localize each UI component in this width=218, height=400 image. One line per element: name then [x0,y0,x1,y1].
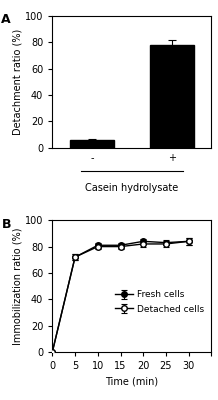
Bar [70,140,114,148]
Text: Casein hydrolysate: Casein hydrolysate [85,183,179,193]
Text: B: B [1,218,11,230]
X-axis label: Time (min): Time (min) [105,376,158,386]
Legend: Fresh cells, Detached cells: Fresh cells, Detached cells [112,288,207,316]
Bar [150,45,194,148]
Y-axis label: Detachment ratio (%): Detachment ratio (%) [12,29,22,135]
Y-axis label: Immobilization ratio (%): Immobilization ratio (%) [12,227,22,345]
Text: A: A [1,13,11,26]
